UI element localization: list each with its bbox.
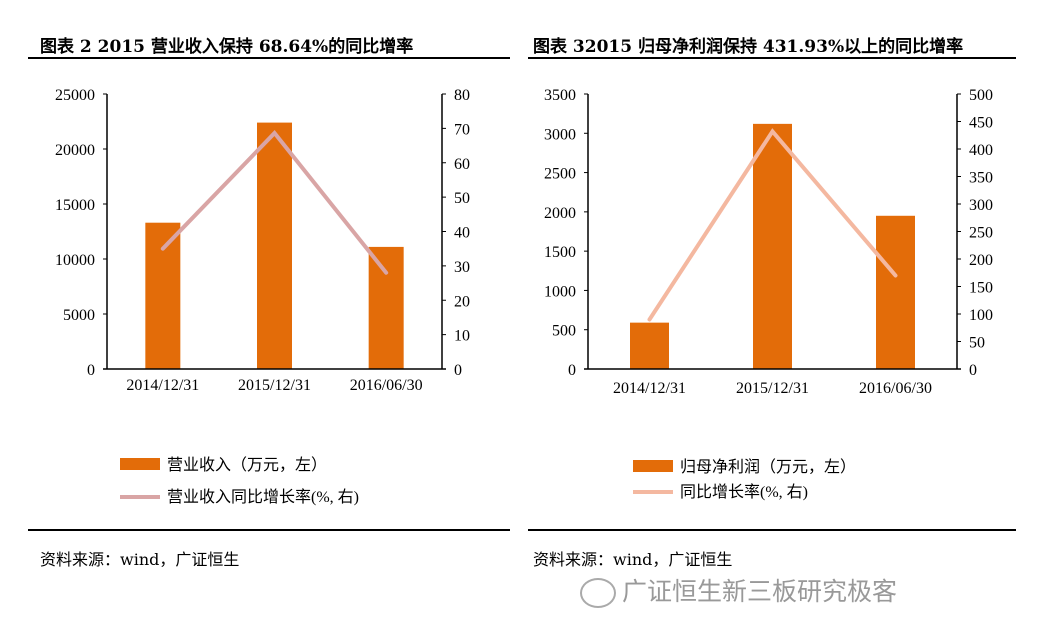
x-tick-label: 2016/06/30 bbox=[350, 377, 423, 394]
divider-top bbox=[28, 57, 510, 59]
y-tick-label-right: 70 bbox=[454, 121, 470, 138]
source-left: 资料来源：wind，广证恒生 bbox=[40, 550, 240, 569]
legend-line-label: 同比增长率(%, 右) bbox=[680, 483, 808, 501]
bar bbox=[753, 123, 792, 369]
y-tick-label-right: 100 bbox=[969, 307, 993, 324]
legend-bar-label: 归母净利润（万元，左） bbox=[680, 458, 856, 476]
bar bbox=[876, 215, 915, 369]
wechat-icon bbox=[580, 578, 616, 608]
y-tick-label-right: 50 bbox=[969, 335, 985, 352]
bar bbox=[630, 322, 669, 369]
charts: 0500010000150002000025000010203040506070… bbox=[55, 87, 993, 506]
growth-line bbox=[647, 128, 898, 322]
y-tick-label-left: 0 bbox=[87, 362, 95, 379]
y-tick-label-right: 80 bbox=[454, 87, 470, 104]
x-tick-label: 2015/12/31 bbox=[238, 377, 311, 394]
watermark: 广证恒生新三板研究极客 bbox=[580, 572, 897, 608]
chart-title-left: 图表 2 2015 营业收入保持 68.64%的同比增率 bbox=[40, 37, 414, 57]
y-tick-label-right: 30 bbox=[454, 259, 470, 276]
x-tick-label: 2014/12/31 bbox=[126, 377, 199, 394]
y-tick-label-left: 1500 bbox=[544, 244, 576, 261]
y-tick-label-left: 20000 bbox=[55, 142, 95, 159]
y-tick-label-right: 300 bbox=[969, 197, 993, 214]
y-tick-label-right: 50 bbox=[454, 190, 470, 207]
x-tick-label: 2015/12/31 bbox=[736, 380, 809, 397]
y-tick-label-right: 60 bbox=[454, 156, 470, 173]
y-tick-label-right: 250 bbox=[969, 225, 993, 242]
y-tick-label-left: 1000 bbox=[544, 283, 576, 300]
bar bbox=[145, 222, 181, 369]
y-tick-label-right: 500 bbox=[969, 87, 993, 104]
y-tick-label-left: 2500 bbox=[544, 166, 576, 183]
y-tick-label-right: 40 bbox=[454, 225, 470, 242]
y-tick-label-right: 20 bbox=[454, 293, 470, 310]
watermark-text: 广证恒生新三板研究极客 bbox=[622, 577, 898, 606]
y-tick-label-right: 450 bbox=[969, 115, 993, 132]
y-tick-label-left: 25000 bbox=[55, 87, 95, 104]
y-tick-label-left: 3500 bbox=[544, 87, 576, 104]
chart-title-right: 图表 32015 归母净利润保持 431.93%以上的同比增率 bbox=[533, 37, 964, 57]
x-tick-label: 2016/06/30 bbox=[859, 380, 932, 397]
bar bbox=[257, 122, 292, 369]
legend-bar-swatch bbox=[633, 460, 673, 472]
y-tick-label-left: 500 bbox=[552, 323, 576, 340]
bar bbox=[368, 246, 404, 369]
y-tick-label-right: 150 bbox=[969, 280, 993, 297]
y-tick-label-left: 2000 bbox=[544, 205, 576, 222]
legend-line-label: 营业收入同比增长率(%, 右) bbox=[167, 488, 359, 506]
x-tick-label: 2014/12/31 bbox=[613, 380, 686, 397]
y-tick-label-left: 3000 bbox=[544, 126, 576, 143]
divider-bottom bbox=[528, 529, 1016, 531]
y-tick-label-right: 200 bbox=[969, 252, 993, 269]
source-right: 资料来源：wind，广证恒生 bbox=[533, 550, 733, 569]
legend-bar-label: 营业收入（万元，左） bbox=[167, 456, 327, 474]
divider-bottom bbox=[28, 529, 510, 531]
growth-line bbox=[160, 130, 389, 275]
legend-bar-swatch bbox=[120, 458, 160, 470]
y-tick-label-right: 10 bbox=[454, 328, 470, 345]
y-tick-label-left: 0 bbox=[568, 362, 576, 379]
y-tick-label-left: 5000 bbox=[63, 307, 95, 324]
y-tick-label-right: 0 bbox=[454, 362, 462, 379]
divider-top bbox=[528, 57, 1016, 59]
y-tick-label-right: 0 bbox=[969, 362, 977, 379]
y-tick-label-left: 10000 bbox=[55, 252, 95, 269]
y-tick-label-right: 350 bbox=[969, 170, 993, 187]
y-tick-label-right: 400 bbox=[969, 142, 993, 159]
y-tick-label-left: 15000 bbox=[55, 197, 95, 214]
